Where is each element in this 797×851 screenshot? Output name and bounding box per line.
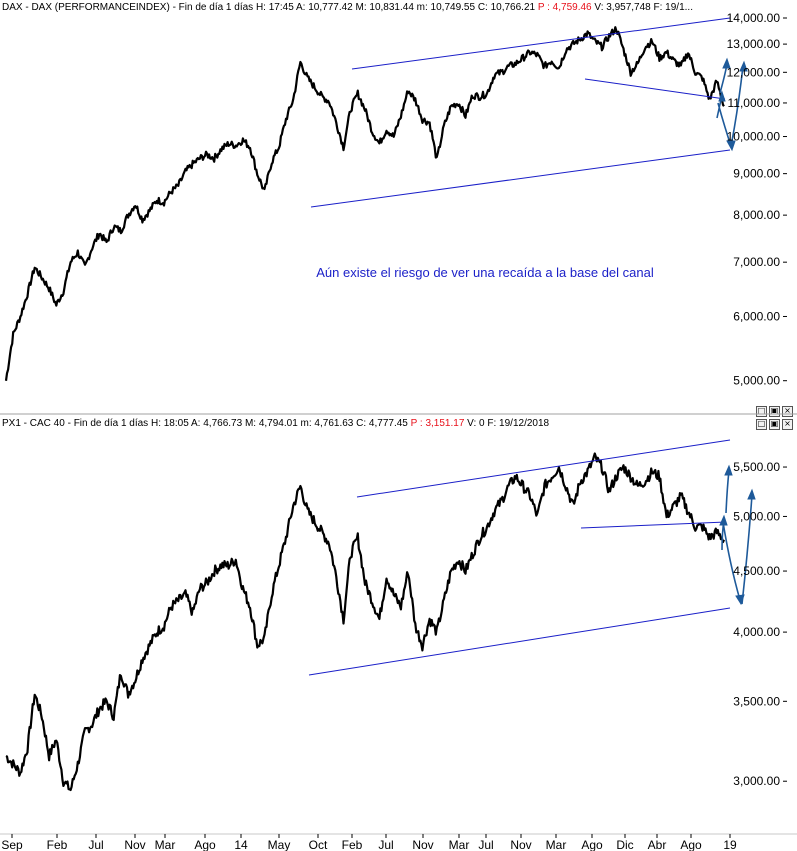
bottom-plot-area [5, 439, 756, 792]
x-tick-label: Jul [88, 838, 103, 851]
top-p: P : 4,759.46 [537, 2, 592, 13]
bottom-c: C: 4,777.45 [356, 418, 408, 429]
x-tick-label: Ago [581, 838, 603, 851]
top-channel-line [351, 17, 731, 70]
top-symbol: DAX - DAX (PERFORMANCEINDEX) - Fin de dí… [2, 2, 254, 13]
bottom-projection-arrow [719, 514, 728, 551]
top-channel-line [310, 149, 731, 208]
top-y-tick-label: 8,000.00 [733, 208, 780, 222]
bottom-v: V: 0 [467, 418, 485, 429]
x-tick-label: Mar [155, 838, 176, 851]
top-price-line [4, 26, 725, 381]
bottom-m: M: 4,794.01 [244, 418, 298, 429]
close-button[interactable]: × [782, 419, 793, 430]
bottom-arrow-curve [725, 469, 730, 514]
top-y-tick-label: 11,000.00 [728, 96, 781, 110]
x-tick-label: May [268, 838, 291, 851]
bottom-arrow-curve [741, 494, 753, 605]
x-tick-label: Jul [378, 838, 393, 851]
top-projection-arrow [730, 60, 748, 147]
top-f: F: 19/1... [653, 2, 693, 13]
top-y-tick-label: 9,000.00 [733, 167, 780, 181]
top-plot-area [4, 17, 748, 381]
maximize-button[interactable]: ▣ [769, 419, 780, 430]
x-axis: Sep Feb Jul Nov Mar Ago 14 May Oct Feb Jul Nov Mar Ju… [1, 834, 737, 851]
x-tick-label: Mar [449, 838, 470, 851]
bottom-panel-header: PX1 - CAC 40 - Fin de día 1 días H: 18:0… [2, 418, 549, 429]
restore-button[interactable]: □ [756, 406, 767, 417]
top-y-tick-label: 5,000.00 [733, 374, 780, 388]
bottom-y-axis: 5,500.00 5,000.00 4,500.00 4,000.00 3,500.00… [733, 460, 787, 788]
x-tick-label: Ago [680, 838, 702, 851]
x-tick-label: Nov [124, 838, 145, 851]
x-tick-label: Nov [510, 838, 531, 851]
x-tick-label: Dic [616, 838, 633, 851]
top-mn: m: 10,749.55 [416, 2, 476, 13]
top-panel-header: DAX - DAX (PERFORMANCEINDEX) - Fin de dí… [2, 2, 693, 13]
top-m: M: 10,831.44 [355, 2, 414, 13]
top-arrow-head [718, 90, 726, 102]
restore-button[interactable]: □ [756, 419, 767, 430]
top-arrow-head [722, 57, 731, 69]
top-a: A: 10,777.42 [296, 2, 353, 13]
top-projection-arrow [719, 57, 731, 94]
top-panel-window-buttons: □ ▣ × [756, 406, 793, 417]
bottom-y-tick-label: 5,500.00 [733, 460, 780, 474]
bottom-channel-line [580, 521, 727, 529]
bottom-symbol: PX1 - CAC 40 - Fin de día 1 días [2, 418, 149, 429]
bottom-y-tick-label: 5,000.00 [733, 509, 780, 523]
x-tick-label: 14 [234, 838, 248, 851]
bottom-channel-line [308, 607, 731, 676]
maximize-button[interactable]: ▣ [769, 406, 780, 417]
bottom-f: F: 19/12/2018 [487, 418, 550, 429]
bottom-h: H: 18:05 [150, 418, 189, 429]
top-projection-arrow [716, 90, 726, 119]
bottom-y-tick-label: 3,500.00 [733, 694, 780, 708]
x-tick-label: Abr [648, 838, 667, 851]
bottom-y-tick-label: 4,000.00 [733, 625, 780, 639]
bottom-mn: m: 4,761.63 [300, 418, 354, 429]
bottom-arrow-curve [722, 521, 741, 601]
x-tick-label: Oct [309, 838, 328, 851]
bottom-p: P : 3,151.17 [410, 418, 465, 429]
top-y-tick-label: 12,000.00 [727, 65, 781, 79]
top-annotation: Aún existe el riesgo de ver una recaída … [316, 265, 654, 280]
x-tick-label: Ago [194, 838, 216, 851]
top-y-tick-label: 7,000.00 [733, 255, 780, 269]
top-c: C: 10,766.21 [477, 2, 536, 13]
x-tick-label: 19 [723, 838, 737, 851]
x-tick-label: Mar [546, 838, 567, 851]
top-h: H: 17:45 [255, 2, 294, 13]
x-tick-label: Jul [478, 838, 493, 851]
close-button[interactable]: × [782, 406, 793, 417]
bottom-channel-line [356, 439, 731, 498]
bottom-projection-arrow [741, 488, 756, 605]
bottom-projection-arrow [724, 464, 733, 514]
bottom-a: A: 4,766.73 [191, 418, 243, 429]
x-tick-label: Sep [1, 838, 23, 851]
top-v: V: 3,957,748 [594, 2, 651, 13]
x-tick-label: Feb [47, 838, 68, 851]
top-channel-line [584, 78, 726, 100]
top-arrow-head [739, 60, 748, 72]
x-tick-label: Feb [342, 838, 363, 851]
bottom-y-tick-label: 4,500.00 [733, 564, 780, 578]
top-arrow-curve [730, 65, 744, 147]
bottom-arrow-head [724, 464, 733, 476]
bottom-arrow-head [747, 488, 756, 500]
bottom-y-tick-label: 3,000.00 [733, 774, 780, 788]
top-y-tick-label: 6,000.00 [733, 309, 780, 323]
top-y-tick-label: 13,000.00 [727, 37, 781, 51]
bottom-panel-window-buttons: □ ▣ × [756, 419, 793, 430]
bottom-projection-arrow [722, 521, 745, 606]
bottom-price-line [5, 452, 726, 792]
top-y-tick-label: 14,000.00 [727, 11, 781, 25]
top-y-axis: 14,000.00 13,000.00 12,000.00 11,000.00 10,0… [727, 11, 787, 388]
x-tick-label: Nov [412, 838, 433, 851]
top-y-tick-label: 10,000.00 [727, 130, 781, 144]
